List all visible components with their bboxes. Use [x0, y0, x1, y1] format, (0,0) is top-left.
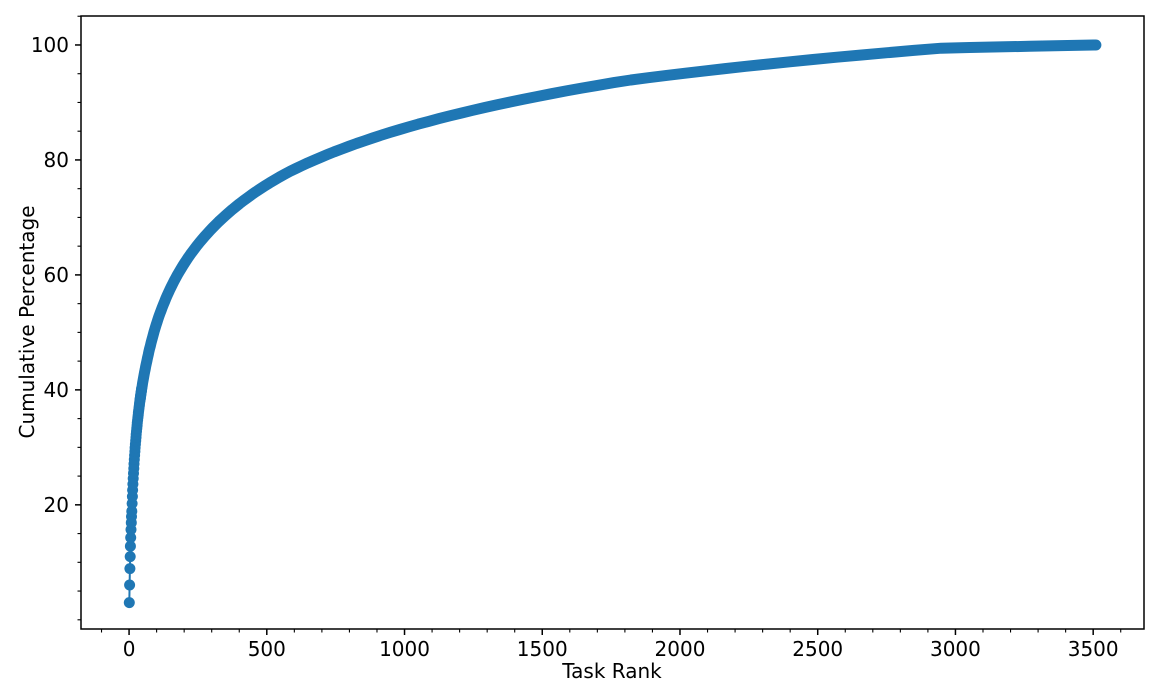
axis-major-ticks [75, 44, 1094, 635]
y-tick-label: 40 [44, 378, 69, 402]
y-tick-label: 20 [44, 493, 69, 517]
data-marker [124, 563, 136, 575]
data-marker [124, 540, 136, 552]
x-tick-label: 2500 [792, 637, 843, 661]
y-axis-label: Cumulative Percentage [15, 205, 39, 439]
y-tick-label: 80 [44, 148, 69, 172]
x-tick-label: 3500 [1068, 637, 1119, 661]
data-series [123, 39, 1102, 609]
axis-tick-labels: 0 500 1000 1500 2000 2500 3000 3500 20 40 60 80 100 [31, 33, 1119, 661]
x-tick-label: 500 [248, 637, 286, 661]
x-tick-label: 1500 [517, 637, 568, 661]
x-tick-label: 0 [123, 637, 136, 661]
x-tick-label: 2000 [655, 637, 706, 661]
plot-spines [80, 15, 1145, 630]
data-marker [124, 551, 136, 563]
data-marker [126, 505, 138, 517]
data-marker [136, 382, 148, 394]
y-tick-label: 60 [44, 263, 69, 287]
x-tick-label: 3000 [930, 637, 981, 661]
y-tick-label: 100 [31, 33, 69, 57]
data-marker [125, 532, 137, 544]
series-dense-marker-band [134, 39, 1102, 406]
data-marker [123, 597, 135, 609]
x-tick-label: 1000 [379, 637, 430, 661]
data-marker [124, 579, 136, 591]
x-axis-label: Task Rank [562, 659, 662, 683]
axis-ticks [77, 15, 1122, 633]
